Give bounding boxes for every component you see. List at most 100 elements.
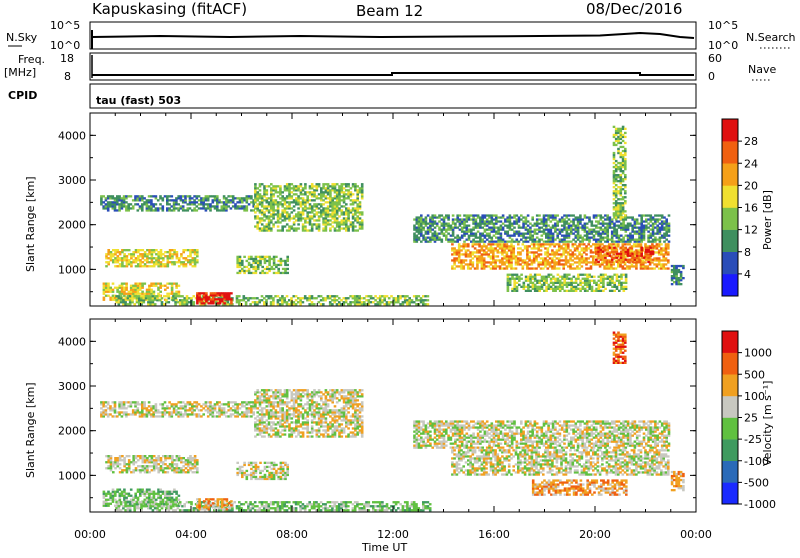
power-cell (257, 264, 260, 266)
power-cell (245, 303, 248, 305)
power-cell (441, 241, 444, 243)
power-cell (256, 205, 259, 207)
velocity-cell (182, 401, 185, 403)
velocity-cell (207, 407, 210, 409)
power-cell (487, 261, 490, 263)
power-cell (196, 195, 199, 197)
power-cell (582, 274, 585, 276)
velocity-cell (105, 411, 108, 413)
power-cell (117, 255, 120, 257)
power-cell (114, 257, 117, 259)
power-cell (650, 237, 653, 239)
power-cell (304, 191, 307, 193)
power-cell (611, 249, 614, 251)
power-cell (513, 274, 516, 276)
power-cell (167, 261, 170, 263)
power-cell (625, 278, 628, 280)
power-cell (557, 278, 560, 280)
power-cell (538, 229, 541, 231)
power-cell (288, 187, 291, 189)
power-cell (634, 241, 637, 243)
power-cell (311, 199, 314, 201)
power-cell (579, 284, 582, 286)
power-cell (487, 249, 490, 251)
power-cell (347, 197, 350, 199)
power-cell (529, 282, 532, 284)
power-cell (593, 276, 596, 278)
power-cell (436, 225, 439, 227)
power-cell (518, 218, 521, 220)
power-cell (232, 195, 235, 197)
power-heatmap (100, 126, 685, 306)
power-cell (182, 195, 185, 197)
power-cell (293, 217, 296, 219)
power-cell (528, 251, 531, 253)
power-cell (223, 203, 226, 205)
power-cell (150, 285, 153, 287)
power-cell (341, 213, 344, 215)
power-cell (481, 247, 484, 249)
power-cell (270, 201, 273, 203)
power-cell (558, 257, 561, 259)
power-cell (194, 257, 197, 259)
power-cell (311, 297, 314, 299)
power-cell (155, 261, 158, 263)
power-cell (535, 267, 538, 269)
power-cell (540, 253, 543, 255)
power-cell (107, 205, 110, 207)
power-cell (130, 261, 133, 263)
power-cell (119, 265, 122, 267)
power-cell (586, 290, 589, 292)
velocity-cell (148, 401, 151, 403)
power-cell (476, 263, 479, 265)
power-cell (259, 262, 262, 264)
power-cell (408, 303, 411, 305)
power-cell (625, 241, 628, 243)
power-cell (151, 255, 154, 257)
power-cell (316, 223, 319, 225)
power-cell (338, 227, 341, 229)
power-cell (420, 231, 423, 233)
power-cell (142, 255, 145, 257)
power-cell (345, 213, 348, 215)
power-cell (488, 216, 491, 218)
power-cell (218, 199, 221, 201)
power-cell (334, 227, 337, 229)
power-cell (322, 209, 325, 211)
power-cell (431, 235, 434, 237)
power-cell (268, 270, 271, 272)
power-cell (526, 261, 529, 263)
power-cell (390, 301, 393, 303)
velocity-cell (155, 409, 158, 411)
power-cell (331, 295, 334, 297)
power-cell (513, 280, 516, 282)
power-cell (171, 257, 174, 259)
power-cell (620, 170, 623, 172)
power-cell (462, 259, 465, 261)
power-cell (272, 203, 275, 205)
power-cell (150, 201, 153, 203)
power-cell (431, 237, 434, 239)
power-cell (316, 187, 319, 189)
velocity-cell (130, 405, 133, 407)
power-cell (613, 251, 616, 253)
power-cell (509, 235, 512, 237)
velocity-cell (189, 409, 192, 411)
power-cell (617, 245, 620, 247)
power-cell (270, 187, 273, 189)
power-cell (516, 274, 519, 276)
power-cell (441, 231, 444, 233)
velocity-cell (134, 409, 137, 411)
velocity-cell (139, 413, 142, 415)
power-cell (604, 218, 607, 220)
power-cell (629, 235, 632, 237)
power-cell (103, 291, 106, 293)
power-cell (525, 290, 528, 292)
power-cell (452, 227, 455, 229)
power-cell (225, 207, 228, 209)
power-cell (118, 297, 121, 299)
power-cell (553, 245, 556, 247)
power-cell (652, 218, 655, 220)
power-cell (617, 166, 620, 168)
velocity-cell (100, 403, 103, 405)
